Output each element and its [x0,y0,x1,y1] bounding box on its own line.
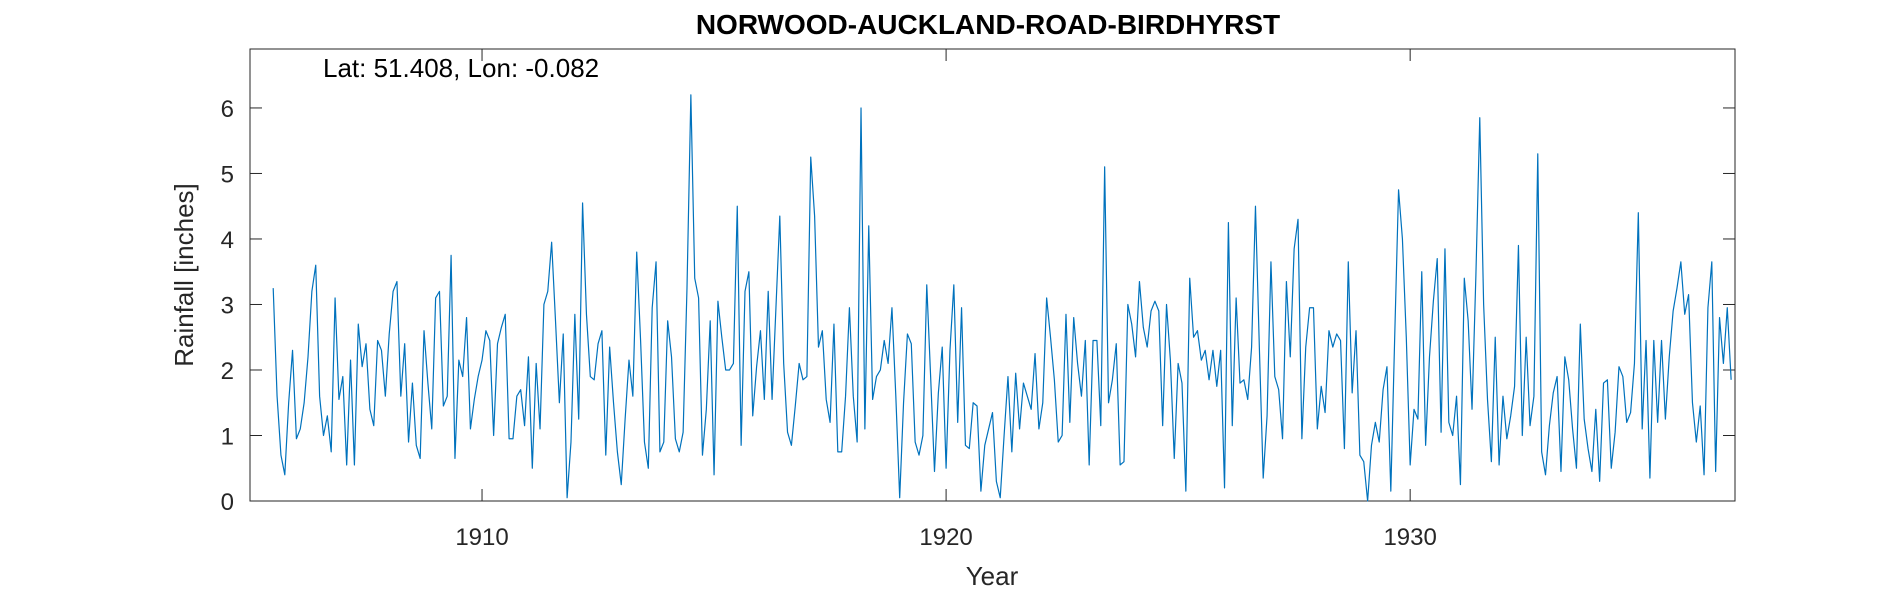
y-tick-label: 6 [221,96,234,123]
y-tick-label: 5 [221,161,234,188]
x-tick-label: 1910 [455,524,508,551]
chart-title: NORWOOD-AUCKLAND-ROAD-BIRDHYRST [696,9,1280,40]
y-axis-label: Rainfall [inches] [169,183,199,367]
x-axis-label: Year [966,561,1019,591]
x-tick-label: 1920 [919,524,972,551]
location-annotation: Lat: 51.408, Lon: -0.082 [323,53,599,83]
axis-tick-labels: 0 1 2 3 4 5 6 1910 1920 1930 [221,96,1437,551]
plot-area-border [249,48,1736,502]
rainfall-series-line [272,94,1732,502]
y-tick-label: 3 [221,292,234,319]
y-tick-label: 4 [221,227,234,254]
y-tick-label: 1 [221,423,234,450]
y-tick-label: 0 [221,489,234,516]
x-tick-label: 1930 [1383,524,1436,551]
axis-ticks [250,49,1735,502]
y-tick-label: 2 [221,358,234,385]
